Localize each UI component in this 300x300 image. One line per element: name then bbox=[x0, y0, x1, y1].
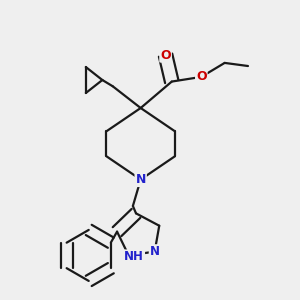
Text: N: N bbox=[150, 245, 160, 258]
Text: O: O bbox=[196, 70, 207, 83]
Text: NH: NH bbox=[124, 250, 144, 263]
Text: N: N bbox=[136, 173, 146, 186]
Text: O: O bbox=[160, 49, 171, 62]
